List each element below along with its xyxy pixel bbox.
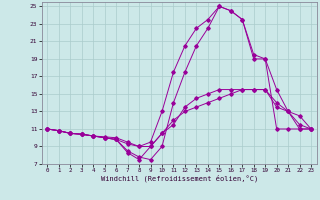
X-axis label: Windchill (Refroidissement éolien,°C): Windchill (Refroidissement éolien,°C) [100, 175, 258, 182]
